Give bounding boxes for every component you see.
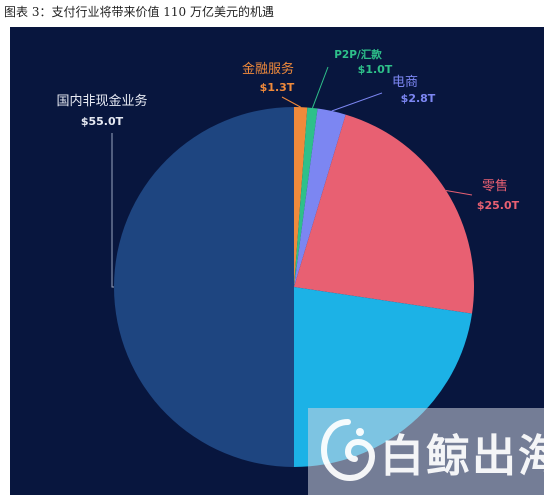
slice-label-value-1: $1.0T (358, 63, 393, 76)
pie-slice-1 (294, 107, 318, 287)
slice-label-name-3: 零售 (482, 178, 508, 194)
slice-label-value-3: $25.0T (477, 199, 520, 212)
chart-panel: 金融服务 $1.3T P2P/汇款 $1.0T 电商 $2.8T 零售 $25.… (10, 27, 544, 495)
leader-line-1 (312, 66, 329, 109)
watermark-text: 白鲸出海 (380, 431, 554, 482)
figure-caption: 图表 3：支付行业将带来价值 110 万亿美元的机遇 (4, 5, 274, 19)
slice-label-name-2: 电商 (392, 75, 418, 90)
slice-label-value-2: $2.8T (401, 92, 436, 105)
leader-line-3 (445, 190, 473, 196)
pie-slice-2 (294, 108, 346, 287)
slice-label-name-0: 金融服务 (242, 61, 294, 77)
leader-lines (111, 66, 473, 288)
pie-slice-5 (114, 107, 294, 467)
slice-label-name-5: 国内非现金业务 (56, 93, 147, 109)
pie-slice-3 (294, 114, 475, 314)
slice-label-name-1: P2P/汇款 (334, 48, 382, 61)
slice-label-value-5: $55.0T (81, 115, 124, 128)
watermark: 白鲸出海 (308, 408, 554, 495)
whale-logo-icon (320, 419, 376, 482)
leader-line-2 (331, 92, 383, 112)
slice-label-value-0: $1.3T (260, 81, 295, 94)
leader-line-5 (111, 133, 114, 288)
pie-slice-0 (294, 107, 308, 287)
leader-line-0 (281, 96, 301, 108)
